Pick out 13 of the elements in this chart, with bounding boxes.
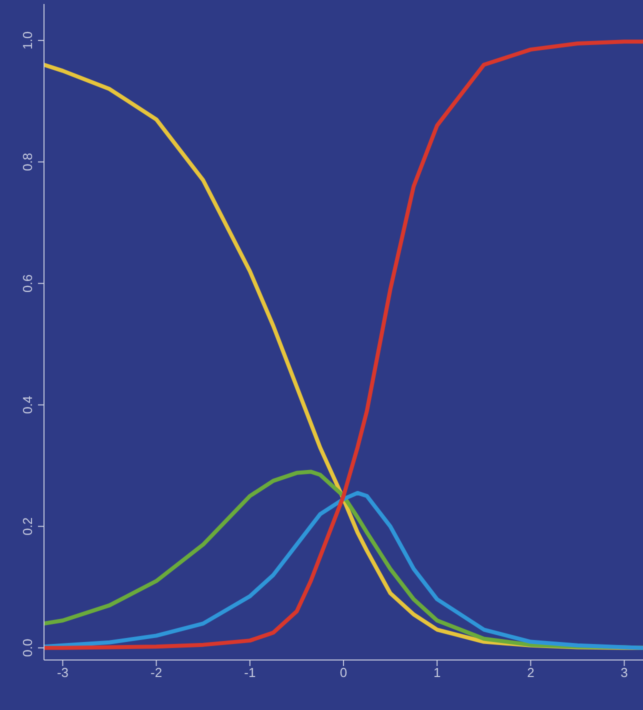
x-tick-label: -1 [244, 665, 256, 680]
y-tick-label: 0.4 [20, 396, 35, 414]
y-tick-label: 0.2 [20, 517, 35, 536]
x-tick-label: 2 [527, 665, 534, 680]
y-tick-label: 0.0 [20, 638, 35, 657]
x-tick-label: -3 [56, 665, 68, 680]
x-tick-label: 1 [433, 665, 441, 680]
x-tick-label: 3 [620, 665, 628, 680]
y-tick-label: 1.0 [20, 31, 35, 50]
y-tick-label: 0.8 [20, 152, 35, 171]
x-tick-label: -2 [150, 665, 162, 680]
y-tick-label: 0.6 [20, 274, 35, 292]
x-tick-label: 0 [340, 665, 348, 680]
